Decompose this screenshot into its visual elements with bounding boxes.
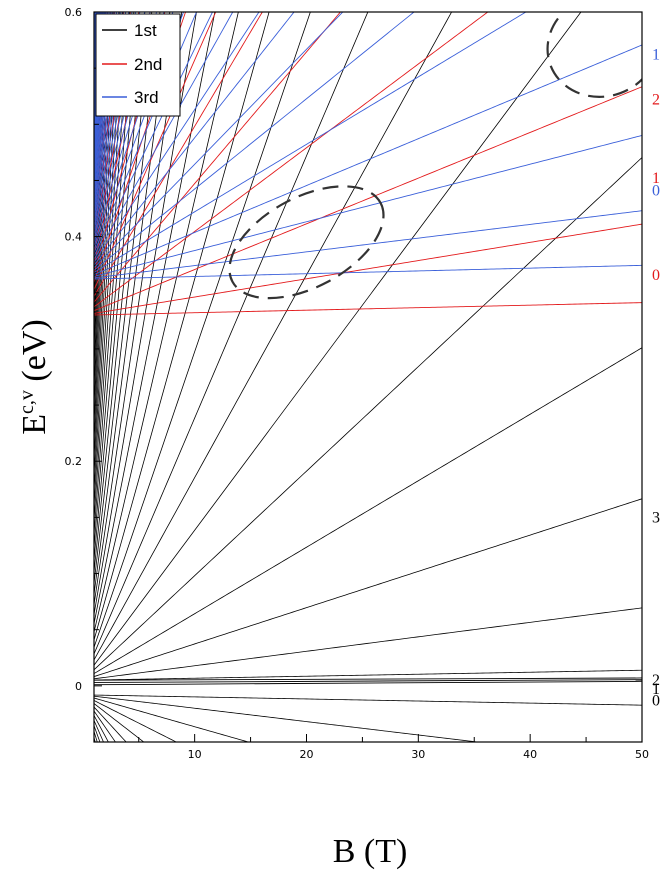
level-curve-3rd-n8 [94, 12, 260, 263]
level-curve-valence-n13 [94, 751, 102, 793]
x-tick-label-30: 30 [411, 748, 425, 761]
legend-label-3rd: 3rd [134, 88, 159, 107]
level-curve-3rd-n6 [94, 12, 344, 269]
level-curve-2nd-n5 [94, 12, 263, 297]
level-curve-valence-n15 [94, 766, 97, 784]
level-label-first-3: 3 [652, 509, 660, 526]
zero-mode-level-2 [94, 677, 642, 681]
y-tick-label-0.6: 0.6 [65, 6, 83, 19]
level-curve-3rd-n2 [94, 134, 642, 277]
level-curve-valence-n4 [94, 703, 145, 742]
level-curve-valence-n16 [94, 774, 97, 794]
plot-frame [93, 11, 643, 743]
dashed-annotations [228, 12, 642, 300]
level-curve-2nd-n7 [94, 12, 187, 283]
x-tick-label-10: 10 [188, 748, 202, 761]
legend-label-1st: 1st [134, 21, 157, 40]
y-axis-title-unit: (eV) [16, 319, 53, 390]
zero-mode-level-1 [94, 679, 642, 683]
level-label-first-1: 1 [652, 681, 660, 698]
level-curve-valence-n6 [94, 710, 116, 742]
level-curve-2nd-n0 [94, 302, 642, 316]
level-curve-valence-n8 [94, 720, 104, 742]
level-label-third-1: 1 [652, 47, 660, 64]
level-curve-1st-n4 [94, 157, 642, 671]
level-label-first-0: 0 [652, 692, 660, 709]
level-curve-2nd-n2 [94, 86, 642, 312]
y-tick-label-0: 0 [75, 680, 82, 693]
x-tick-label-40: 40 [523, 748, 537, 761]
level-curve-3rd-n0 [94, 264, 642, 280]
legend: 1st 2nd 3rd [95, 13, 181, 117]
level-curve-valence-n10 [94, 731, 98, 742]
legend-label-2nd: 2nd [134, 55, 162, 74]
level-curve-1st-n5 [94, 12, 582, 666]
y-axis-title-main: E [16, 414, 53, 435]
level-curve-valence-n7 [94, 715, 109, 742]
level-curve-1st-n7 [94, 12, 369, 655]
level-curve-valence-n14 [94, 758, 100, 790]
level-curve-1st-n1 [94, 607, 642, 680]
level-curve-3rd-n3 [94, 44, 642, 276]
level-curve-3rd-n1 [94, 210, 642, 279]
y-tick-label-0.4: 0.4 [65, 231, 83, 244]
level-curve-1st-n11 [94, 12, 216, 624]
dashed-ellipse-1 [546, 12, 642, 98]
zero-mode-level-0 [94, 680, 642, 686]
legend-box [95, 13, 181, 117]
level-curve-3rd-n4 [94, 12, 527, 273]
level-curve-1st-n9 [94, 12, 270, 641]
x-tick-label-50: 50 [635, 748, 649, 761]
level-label-first-2: 2 [652, 672, 660, 689]
level-curve-valence-n5 [94, 706, 127, 742]
level-curve-valence-n2 [94, 697, 250, 742]
level-curve-1st-n8 [94, 12, 311, 648]
y-tick-label-0.2: 0.2 [65, 455, 83, 468]
y-axis-title-sup: c,v [16, 390, 38, 414]
level-curve-1st-n10 [94, 12, 239, 633]
x-axis-title: B (T) [333, 833, 408, 870]
level-label-second-2: 2 [652, 92, 660, 109]
level-label-third-0: 0 [652, 183, 660, 200]
level-curve-valence-n1 [94, 695, 481, 742]
level-curve-2nd-n1 [94, 223, 642, 314]
level-label-second-0: 0 [652, 267, 660, 284]
dashed-ellipse-0 [228, 185, 385, 300]
level-curve-valence-n0 [94, 694, 642, 706]
energy-level-curves [94, 12, 642, 794]
level-label-second-1: 1 [652, 170, 660, 187]
level-curve-valence-n11 [94, 737, 96, 742]
axes: 10 20 30 40 50 0 0.2 0.4 0.6 [65, 6, 650, 761]
level-curve-1st-n2 [94, 498, 642, 677]
level-curve-3rd-n5 [94, 12, 415, 271]
level-curve-1st-n0 [94, 669, 642, 681]
level-curve-1st-n3 [94, 347, 642, 674]
level-curve-valence-n9 [94, 725, 101, 742]
level-curve-valence-n3 [94, 700, 178, 742]
level-curve-2nd-n4 [94, 12, 342, 303]
level-curve-1st-n12 [94, 12, 197, 615]
y-axis-title: Ec,v (eV) [16, 319, 53, 434]
x-tick-label-20: 20 [299, 748, 313, 761]
level-curve-3rd-n7 [94, 12, 295, 266]
level-curve-valence-n12 [94, 744, 105, 793]
